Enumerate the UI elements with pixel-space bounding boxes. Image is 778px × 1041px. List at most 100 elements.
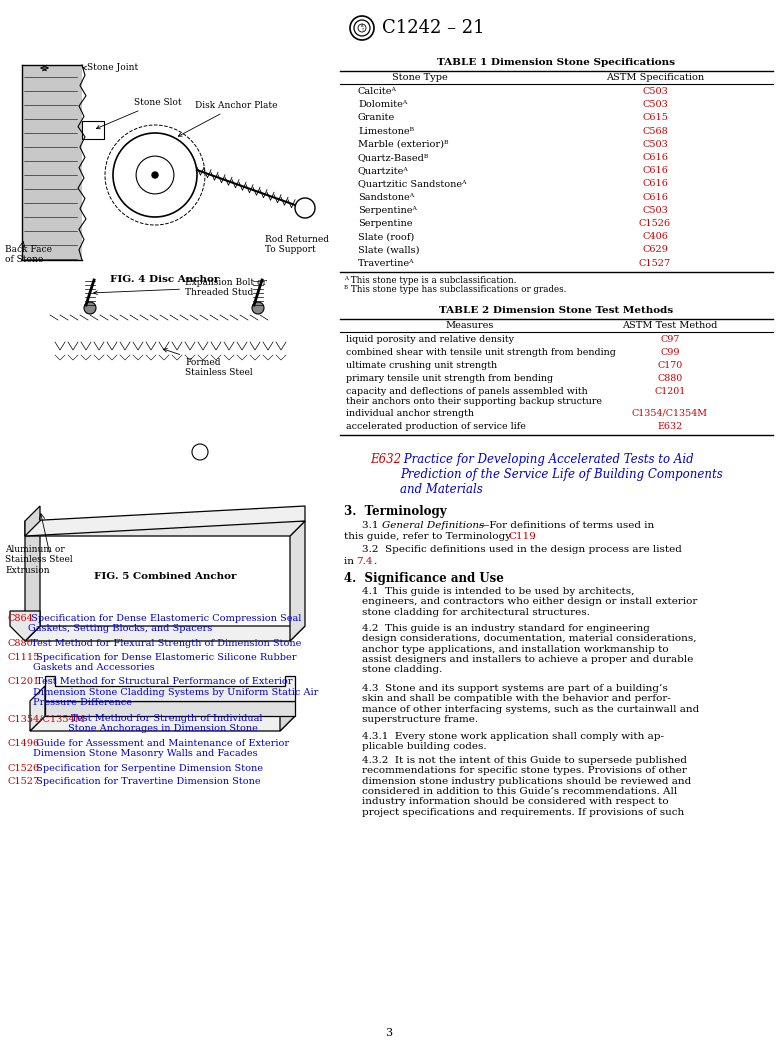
Text: C1527: C1527	[639, 258, 671, 268]
Text: 3.  Terminology: 3. Terminology	[344, 505, 447, 517]
Text: in: in	[344, 557, 357, 566]
Text: C615: C615	[642, 113, 668, 123]
Polygon shape	[25, 626, 305, 641]
Text: Limestoneᴮ: Limestoneᴮ	[358, 127, 414, 135]
Text: 4.  Significance and Use: 4. Significance and Use	[344, 572, 504, 585]
Text: C119: C119	[508, 532, 536, 541]
Text: C616: C616	[642, 179, 668, 188]
Text: 4.2  This guide is an industry standard for engineering
design considerations, d: 4.2 This guide is an industry standard f…	[362, 624, 696, 675]
Text: A
T: A T	[361, 24, 363, 32]
Text: C1242 – 21: C1242 – 21	[382, 19, 485, 37]
Text: C864: C864	[8, 614, 34, 623]
Text: ᴮ This stone type has subclassifications or grades.: ᴮ This stone type has subclassifications…	[344, 285, 566, 294]
Circle shape	[192, 445, 208, 460]
Text: Test Method for Strength of Individual
Stone Anchorages in Dimension Stone: Test Method for Strength of Individual S…	[68, 714, 262, 734]
Text: .: .	[531, 532, 534, 541]
Polygon shape	[10, 611, 40, 641]
Text: Slate (roof): Slate (roof)	[358, 232, 414, 242]
Text: Serpentine: Serpentine	[358, 219, 412, 228]
Polygon shape	[30, 686, 45, 731]
Text: C616: C616	[642, 153, 668, 162]
Text: ASTM Specification: ASTM Specification	[606, 73, 704, 82]
Text: C503: C503	[642, 87, 668, 96]
Text: 4.3  Stone and its support systems are part of a building’s
skin and shall be co: 4.3 Stone and its support systems are pa…	[362, 684, 699, 723]
Text: Guide for Assessment and Maintenance of Exterior
Dimension Stone Masonry Walls a: Guide for Assessment and Maintenance of …	[33, 739, 289, 759]
Polygon shape	[290, 520, 305, 641]
Text: E632: E632	[370, 453, 401, 465]
Text: C1496: C1496	[8, 739, 40, 748]
Text: Rod Returned
To Support: Rod Returned To Support	[265, 235, 329, 254]
Text: FIG. 4 Disc Anchor: FIG. 4 Disc Anchor	[110, 275, 219, 284]
Text: TABLE 2 Dimension Stone Test Methods: TABLE 2 Dimension Stone Test Methods	[440, 306, 674, 314]
Polygon shape	[25, 506, 305, 536]
Text: Test Method for Flexural Strength of Dimension Stone: Test Method for Flexural Strength of Dim…	[28, 639, 301, 648]
Text: C503: C503	[642, 206, 668, 214]
Polygon shape	[30, 716, 295, 731]
Circle shape	[84, 302, 96, 314]
Text: C97: C97	[661, 335, 680, 344]
Text: C99: C99	[661, 348, 680, 357]
Text: 4.3.2  It is not the intent of this Guide to supersede published
recommendations: 4.3.2 It is not the intent of this Guide…	[362, 756, 691, 817]
Text: ultimate crushing unit strength: ultimate crushing unit strength	[346, 361, 497, 370]
Text: C1115: C1115	[8, 653, 40, 661]
Text: 3.2  Specific definitions used in the design process are listed: 3.2 Specific definitions used in the des…	[362, 545, 682, 554]
Text: Slate (walls): Slate (walls)	[358, 246, 419, 254]
Text: .: .	[373, 557, 377, 566]
Circle shape	[152, 172, 158, 178]
Text: primary tensile unit strength from bending: primary tensile unit strength from bendi…	[346, 374, 553, 383]
Text: C1201: C1201	[8, 678, 40, 686]
Text: FIG. 5 Combined Anchor: FIG. 5 Combined Anchor	[94, 572, 237, 581]
Circle shape	[252, 302, 264, 314]
Text: Travertineᴬ: Travertineᴬ	[358, 258, 415, 268]
Text: —For definitions of terms used in: —For definitions of terms used in	[479, 520, 654, 530]
Text: Aluminum or
Stainless Steel
Extrusion: Aluminum or Stainless Steel Extrusion	[5, 545, 72, 575]
Text: 7.4: 7.4	[356, 557, 373, 566]
Text: C1526: C1526	[639, 219, 671, 228]
Text: Quartzitic Sandstoneᴬ: Quartzitic Sandstoneᴬ	[358, 179, 467, 188]
Text: combined shear with tensile unit strength from bending: combined shear with tensile unit strengt…	[346, 348, 616, 357]
Text: Disk Anchor Plate: Disk Anchor Plate	[178, 101, 278, 136]
Text: Stone Type: Stone Type	[392, 73, 448, 82]
Text: C1526: C1526	[8, 764, 40, 773]
Text: Measures: Measures	[446, 321, 494, 330]
Polygon shape	[25, 520, 305, 536]
Text: Stone Slot: Stone Slot	[96, 98, 181, 129]
Text: Back Face
of Stone: Back Face of Stone	[5, 245, 52, 264]
Text: Specification for Travertine Dimension Stone: Specification for Travertine Dimension S…	[33, 778, 261, 787]
Text: 4.3.1  Every stone work application shall comply with ap-
plicable building code: 4.3.1 Every stone work application shall…	[362, 732, 664, 752]
Text: C170: C170	[657, 361, 682, 370]
Text: accelerated production of service life: accelerated production of service life	[346, 422, 526, 431]
Text: Calciteᴬ: Calciteᴬ	[358, 87, 397, 96]
Text: Specification for Serpentine Dimension Stone: Specification for Serpentine Dimension S…	[33, 764, 263, 773]
Text: Marble (exterior)ᴮ: Marble (exterior)ᴮ	[358, 139, 448, 149]
Bar	[22, 65, 82, 260]
Text: C406: C406	[642, 232, 668, 242]
Text: ᴬ This stone type is a subclassification.: ᴬ This stone type is a subclassification…	[344, 276, 517, 285]
Text: C1354/C1354M: C1354/C1354M	[8, 714, 86, 723]
Text: 3: 3	[385, 1029, 393, 1038]
Text: Serpentineᴬ: Serpentineᴬ	[358, 206, 417, 214]
Polygon shape	[25, 520, 40, 641]
Bar	[82, 121, 104, 139]
Text: C880: C880	[657, 374, 682, 383]
Text: 3.1: 3.1	[362, 520, 385, 530]
Text: C629: C629	[642, 246, 668, 254]
Polygon shape	[25, 506, 40, 536]
Text: liquid porosity and relative density: liquid porosity and relative density	[346, 335, 514, 344]
Text: Stone Joint: Stone Joint	[83, 64, 138, 73]
Text: C503: C503	[642, 100, 668, 109]
Text: capacity and deflections of panels assembled with
their anchors onto their suppo: capacity and deflections of panels assem…	[346, 387, 602, 406]
Polygon shape	[280, 701, 295, 731]
Text: individual anchor strength: individual anchor strength	[346, 409, 474, 417]
Text: 4.1  This guide is intended to be used by architects,
engineers, and contractors: 4.1 This guide is intended to be used by…	[362, 587, 697, 616]
Text: C880: C880	[8, 639, 33, 648]
Text: C1201: C1201	[654, 387, 685, 396]
Text: C1527: C1527	[8, 778, 40, 787]
Text: Expansion Bolt or
Threaded Stud: Expansion Bolt or Threaded Stud	[93, 278, 267, 297]
Text: C568: C568	[642, 127, 668, 135]
Polygon shape	[45, 701, 295, 716]
Text: Practice for Developing Accelerated Tests to Aid
Prediction of the Service Life : Practice for Developing Accelerated Test…	[400, 453, 723, 496]
Text: E632: E632	[657, 422, 682, 431]
Text: C503: C503	[642, 139, 668, 149]
Text: Specification for Dense Elastomeric Silicone Rubber
Gaskets and Accessories: Specification for Dense Elastomeric Sili…	[33, 653, 296, 671]
